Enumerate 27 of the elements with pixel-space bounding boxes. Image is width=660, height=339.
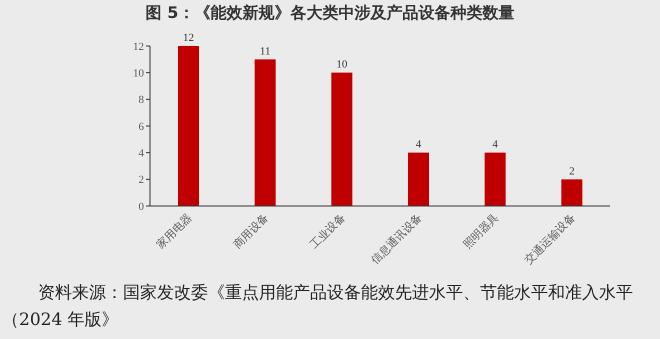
bar bbox=[561, 179, 582, 206]
bar bbox=[254, 59, 276, 206]
x-tick-label: 交通运输设备 bbox=[522, 210, 578, 267]
bar bbox=[408, 152, 429, 206]
data-label: 4 bbox=[492, 138, 498, 151]
y-tick-label: 0 bbox=[138, 200, 144, 213]
x-tick-label: 照明器具 bbox=[460, 210, 502, 252]
y-tick-label: 6 bbox=[138, 120, 144, 133]
y-tick-label: 4 bbox=[138, 148, 144, 160]
data-label: 4 bbox=[416, 138, 422, 151]
y-tick-label: 10 bbox=[133, 68, 144, 80]
data-label: 2 bbox=[569, 165, 575, 178]
x-tick-label: 信息通讯设备 bbox=[368, 210, 424, 267]
bar bbox=[331, 72, 352, 206]
y-tick-label: 12 bbox=[133, 40, 144, 53]
chart-title: 图 5：《能效新规》各大类中涉及产品设备种类数量 bbox=[144, 3, 516, 24]
bar bbox=[484, 152, 506, 206]
y-tick-label: 8 bbox=[138, 94, 144, 106]
text: 资料来源：国家发改委《重点用能产品设备能效先进水平、节能水平和准入水平（2024 年版》 bbox=[2, 282, 634, 332]
data-label: 12 bbox=[183, 32, 194, 44]
data-label: 10 bbox=[336, 58, 348, 71]
y-tick-label: 2 bbox=[138, 174, 144, 186]
x-tick-label: 工业设备 bbox=[307, 210, 348, 252]
x-tick-label: 商用设备 bbox=[230, 210, 272, 252]
bar bbox=[178, 46, 199, 206]
data-label: 11 bbox=[260, 45, 270, 58]
x-tick-label: 家用电器 bbox=[154, 210, 194, 252]
